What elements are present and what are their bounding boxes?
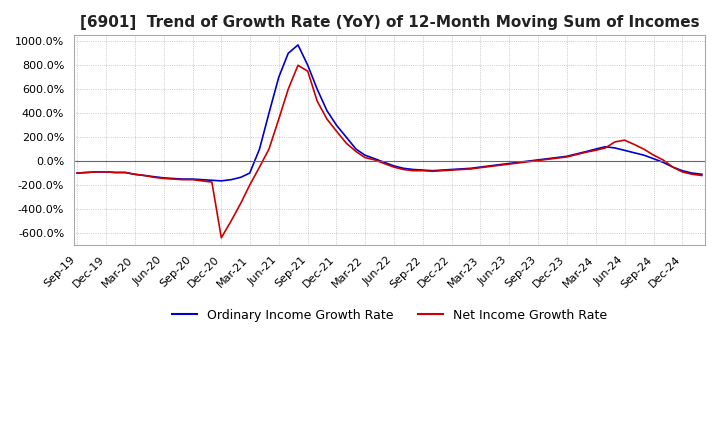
Legend: Ordinary Income Growth Rate, Net Income Growth Rate: Ordinary Income Growth Rate, Net Income … (166, 304, 612, 327)
Line: Ordinary Income Growth Rate: Ordinary Income Growth Rate (77, 45, 702, 181)
Line: Net Income Growth Rate: Net Income Growth Rate (77, 65, 702, 238)
Title: [6901]  Trend of Growth Rate (YoY) of 12-Month Moving Sum of Incomes: [6901] Trend of Growth Rate (YoY) of 12-… (80, 15, 699, 30)
